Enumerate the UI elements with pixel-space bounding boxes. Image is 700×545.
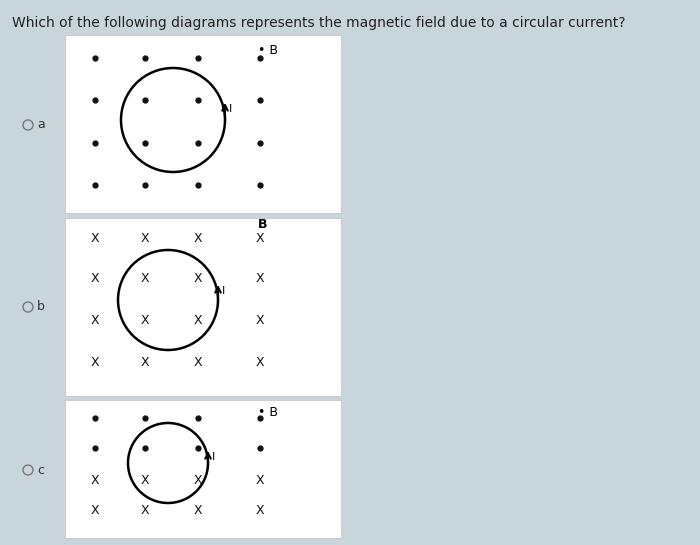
Text: X: X	[256, 232, 265, 245]
Text: b: b	[37, 300, 45, 313]
Text: X: X	[91, 355, 99, 368]
Text: Which of the following diagrams represents the magnetic field due to a circular : Which of the following diagrams represen…	[12, 16, 626, 30]
Text: X: X	[256, 313, 265, 326]
Text: X: X	[194, 355, 202, 368]
Text: X: X	[91, 232, 99, 245]
Text: X: X	[194, 474, 202, 487]
Text: X: X	[91, 271, 99, 284]
Text: • B: • B	[258, 405, 278, 419]
Text: X: X	[194, 313, 202, 326]
Text: X: X	[256, 271, 265, 284]
Text: X: X	[141, 355, 149, 368]
Text: c: c	[37, 463, 44, 476]
Text: X: X	[141, 313, 149, 326]
Text: I: I	[212, 452, 216, 462]
Text: I: I	[222, 286, 225, 296]
Text: X: X	[256, 474, 265, 487]
Text: • B: • B	[258, 44, 278, 57]
Text: I: I	[229, 104, 232, 114]
Text: X: X	[141, 504, 149, 517]
Bar	[65, 218, 341, 396]
Text: X: X	[91, 474, 99, 487]
Text: X: X	[194, 271, 202, 284]
Text: X: X	[141, 271, 149, 284]
Text: X: X	[194, 504, 202, 517]
Text: X: X	[141, 232, 149, 245]
Text: B: B	[258, 217, 267, 231]
Text: X: X	[256, 504, 265, 517]
Text: X: X	[141, 474, 149, 487]
Text: X: X	[256, 355, 265, 368]
Text: a: a	[37, 118, 45, 131]
Text: X: X	[91, 313, 99, 326]
Text: X: X	[194, 232, 202, 245]
Bar	[65, 400, 341, 538]
Bar	[65, 35, 341, 213]
Text: X: X	[91, 504, 99, 517]
